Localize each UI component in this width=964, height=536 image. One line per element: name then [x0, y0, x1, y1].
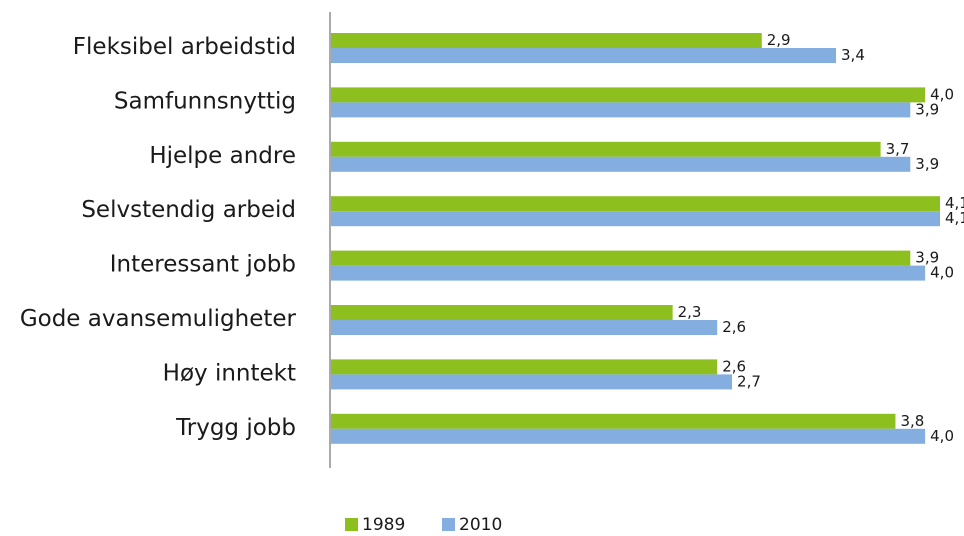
bar-2010	[331, 320, 718, 335]
category-label: Trygg jobb	[175, 415, 296, 441]
category-label: Høy inntekt	[163, 360, 296, 386]
data-label-1989: 2,9	[767, 31, 791, 49]
data-label-2010: 3,4	[841, 46, 865, 64]
legend-label-1989: 1989	[362, 515, 405, 535]
legend-swatch-2010	[442, 518, 455, 531]
bar-1989	[331, 196, 940, 212]
bar-1989	[331, 359, 718, 375]
category-label: Interessant jobb	[110, 252, 296, 278]
category-label: Selvstendig arbeid	[81, 197, 296, 223]
bar-2010	[331, 211, 940, 227]
bar-2010	[331, 374, 733, 390]
bar-2010	[331, 428, 926, 444]
data-label-2010: 2,6	[722, 318, 746, 336]
bar-1989	[331, 413, 896, 429]
data-label-2010: 4,0	[930, 264, 954, 282]
category-label: Fleksibel arbeidstid	[73, 34, 296, 60]
category-label: Gode avansemuligheter	[20, 306, 297, 332]
data-label-2010: 3,9	[915, 100, 939, 118]
legend-label-2010: 2010	[459, 515, 502, 535]
data-label-1989: 3,9	[915, 249, 939, 267]
data-label-1989: 4,1	[945, 194, 964, 212]
bar-2010	[331, 102, 911, 118]
legend: 1989 2010	[345, 515, 502, 535]
value-labels: 2,93,44,03,93,73,94,14,13,94,02,32,62,62…	[678, 31, 964, 445]
bars	[331, 33, 940, 444]
bar-1989	[331, 87, 926, 103]
bar-2010	[331, 265, 926, 281]
category-labels: Fleksibel arbeidstid Samfunnsnyttig Hjelpe…	[20, 34, 297, 441]
bar-1989	[331, 33, 762, 48]
data-label-1989: 4,0	[930, 85, 954, 103]
bar-1989	[331, 305, 673, 320]
data-label-1989: 2,3	[678, 303, 702, 321]
data-label-2010: 2,7	[737, 372, 761, 390]
bar-1989	[331, 250, 911, 266]
category-label: Samfunnsnyttig	[114, 88, 296, 114]
legend-swatch-1989	[345, 518, 358, 531]
data-label-2010: 4,0	[930, 427, 954, 445]
bar-2010	[331, 156, 911, 172]
category-label: Hjelpe andre	[149, 143, 296, 169]
bar-2010	[331, 48, 837, 63]
data-label-1989: 3,7	[886, 140, 910, 158]
data-label-2010: 4,1	[945, 209, 964, 227]
data-label-2010: 3,9	[915, 155, 939, 173]
data-label-1989: 3,8	[900, 412, 924, 430]
bar-1989	[331, 141, 881, 157]
data-label-1989: 2,6	[722, 357, 746, 375]
